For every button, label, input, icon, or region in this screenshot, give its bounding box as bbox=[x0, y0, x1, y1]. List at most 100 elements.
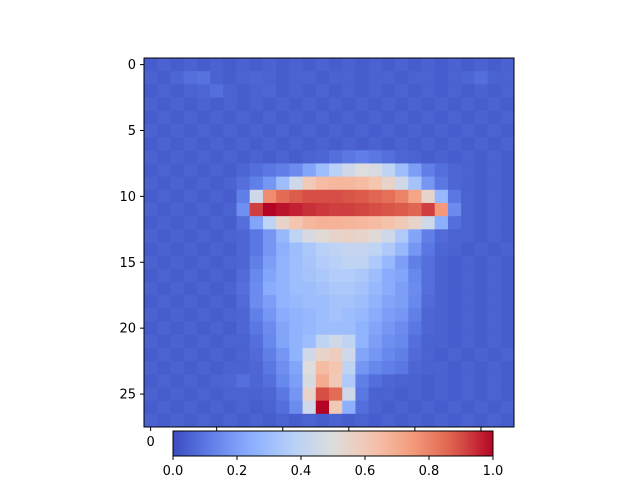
heatmap-cell bbox=[487, 110, 502, 125]
heatmap-cell bbox=[408, 189, 422, 204]
heatmap-cell bbox=[289, 97, 303, 112]
heatmap-cell bbox=[500, 150, 515, 164]
heatmap-cell bbox=[196, 229, 211, 243]
heatmap-cell bbox=[315, 334, 330, 349]
heatmap-cell bbox=[196, 374, 211, 388]
heatmap-cell bbox=[421, 137, 436, 151]
heatmap-cell bbox=[289, 163, 303, 178]
heatmap-cell bbox=[447, 123, 462, 138]
heatmap-cell bbox=[210, 361, 224, 375]
heatmap-cell bbox=[434, 387, 449, 402]
heatmap-cell bbox=[183, 347, 198, 362]
heatmap-cell bbox=[500, 387, 515, 402]
heatmap-cell bbox=[183, 361, 198, 375]
heatmap-cell bbox=[183, 189, 198, 204]
heatmap-cell bbox=[315, 413, 330, 428]
heatmap-cell bbox=[355, 361, 370, 375]
heatmap-cell bbox=[461, 229, 475, 243]
heatmap-cell bbox=[157, 176, 171, 191]
heatmap-cell bbox=[434, 110, 449, 125]
heatmap-cell bbox=[236, 413, 251, 428]
heatmap-cell bbox=[408, 216, 422, 230]
heatmap-cell bbox=[223, 216, 237, 230]
heatmap-cell bbox=[170, 123, 185, 138]
heatmap-cell bbox=[236, 202, 251, 217]
heatmap-cell bbox=[144, 255, 158, 270]
heatmap-cell bbox=[461, 150, 475, 164]
heatmap-cell bbox=[500, 176, 515, 191]
heatmap-cell bbox=[157, 58, 171, 72]
heatmap-cell bbox=[395, 387, 409, 402]
heatmap-cell bbox=[395, 374, 409, 388]
heatmap-cell bbox=[276, 137, 290, 151]
heatmap-cell bbox=[315, 176, 330, 191]
heatmap-cell bbox=[474, 255, 488, 270]
heatmap-cell bbox=[262, 255, 277, 270]
heatmap-cell bbox=[249, 308, 264, 322]
heatmap-cell bbox=[421, 347, 436, 362]
heatmap-cell bbox=[210, 216, 224, 230]
heatmap-cell bbox=[329, 361, 343, 375]
heatmap-cell bbox=[408, 202, 422, 217]
heatmap-cell bbox=[329, 255, 343, 270]
heatmap-cell bbox=[461, 255, 475, 270]
heatmap-cell bbox=[236, 123, 251, 138]
heatmap-cell bbox=[395, 282, 409, 296]
heatmap-cell bbox=[249, 97, 264, 112]
heatmap-cell bbox=[368, 97, 383, 112]
heatmap-cell bbox=[183, 242, 198, 257]
heatmap-cell bbox=[500, 123, 515, 138]
heatmap-cell bbox=[302, 123, 317, 138]
heatmap-cell bbox=[315, 321, 330, 336]
heatmap-cell bbox=[395, 321, 409, 336]
y-tick-label: 20 bbox=[119, 322, 136, 337]
heatmap-cell bbox=[408, 387, 422, 402]
heatmap-cell bbox=[329, 295, 343, 309]
heatmap-cell bbox=[368, 282, 383, 296]
heatmap-cell bbox=[157, 110, 171, 125]
heatmap-cell bbox=[395, 176, 409, 191]
heatmap-cell bbox=[276, 189, 290, 204]
heatmap-cell bbox=[302, 216, 317, 230]
heatmap-cell bbox=[302, 413, 317, 428]
heatmap-cell bbox=[183, 123, 198, 138]
colorbar: 0.0 0.2 0.4 0.6 0.8 1.0 bbox=[163, 430, 503, 479]
heatmap-cell bbox=[355, 308, 370, 322]
heatmap-cell bbox=[223, 255, 237, 270]
y-tick-label: 5 bbox=[128, 124, 136, 139]
heatmap-cell bbox=[474, 71, 488, 85]
heatmap-cell bbox=[249, 229, 264, 243]
heatmap-cell bbox=[381, 347, 396, 362]
heatmap-cell bbox=[381, 97, 396, 112]
heatmap-cell bbox=[447, 71, 462, 85]
heatmap-cell bbox=[474, 295, 488, 309]
heatmap-cell bbox=[223, 374, 237, 388]
heatmap-cell bbox=[447, 150, 462, 164]
heatmap-cell bbox=[210, 163, 224, 178]
heatmap-cell bbox=[408, 374, 422, 388]
heatmap-cell bbox=[262, 229, 277, 243]
heatmap-cell bbox=[289, 347, 303, 362]
heatmap-cell bbox=[434, 97, 449, 112]
heatmap-cell bbox=[196, 202, 211, 217]
heatmap-cell bbox=[395, 163, 409, 178]
heatmap-cells bbox=[144, 58, 515, 428]
heatmap-cell bbox=[276, 295, 290, 309]
heatmap-cell bbox=[262, 110, 277, 125]
heatmap-cell bbox=[395, 137, 409, 151]
heatmap-cell bbox=[249, 242, 264, 257]
heatmap-cell bbox=[434, 334, 449, 349]
heatmap-cell bbox=[421, 229, 436, 243]
heatmap-cell bbox=[447, 110, 462, 125]
heatmap-cell bbox=[223, 229, 237, 243]
heatmap-cell bbox=[249, 202, 264, 217]
heatmap-cell bbox=[183, 150, 198, 164]
heatmap-cell bbox=[262, 400, 277, 415]
heatmap-cell bbox=[461, 334, 475, 349]
heatmap-cell bbox=[276, 413, 290, 428]
heatmap-cell bbox=[183, 334, 198, 349]
heatmap-cell bbox=[210, 150, 224, 164]
heatmap-cell bbox=[408, 84, 422, 98]
heatmap-cell bbox=[315, 255, 330, 270]
heatmap-cell bbox=[276, 321, 290, 336]
